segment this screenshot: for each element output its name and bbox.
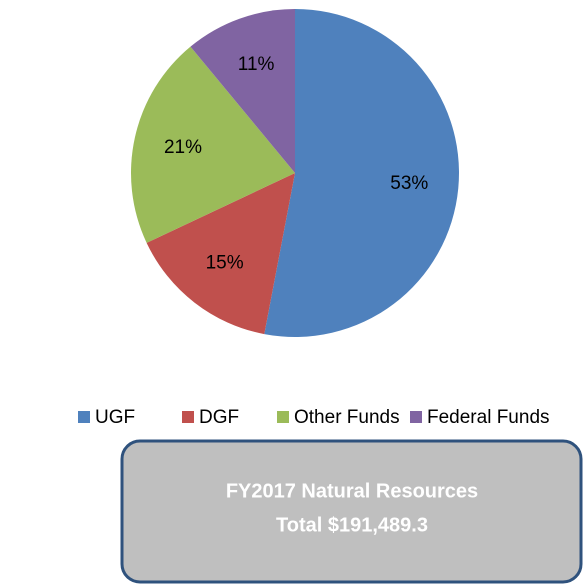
pie-slice — [146, 173, 295, 335]
legend-label: Other Funds — [294, 407, 400, 428]
legend-label: DGF — [199, 407, 239, 428]
slice-label: 11% — [238, 54, 275, 75]
box-title: FY2017 Natural Resources — [226, 480, 478, 502]
pie-slice — [264, 9, 459, 337]
legend-swatch — [182, 411, 194, 423]
legend-swatch — [277, 411, 289, 423]
slice-label: 15% — [206, 253, 244, 274]
slice-label: 21% — [164, 137, 202, 158]
legend-label: UGF — [95, 407, 135, 428]
summary-box — [120, 439, 583, 584]
legend-swatch — [78, 411, 90, 423]
box-total: Total $191,489.3 — [276, 514, 428, 536]
slice-label: 53% — [390, 173, 428, 194]
pie-slice — [190, 8, 295, 173]
legend-swatch — [410, 411, 422, 423]
pie-slice — [131, 46, 295, 243]
legend-label: Federal Funds — [427, 407, 550, 428]
